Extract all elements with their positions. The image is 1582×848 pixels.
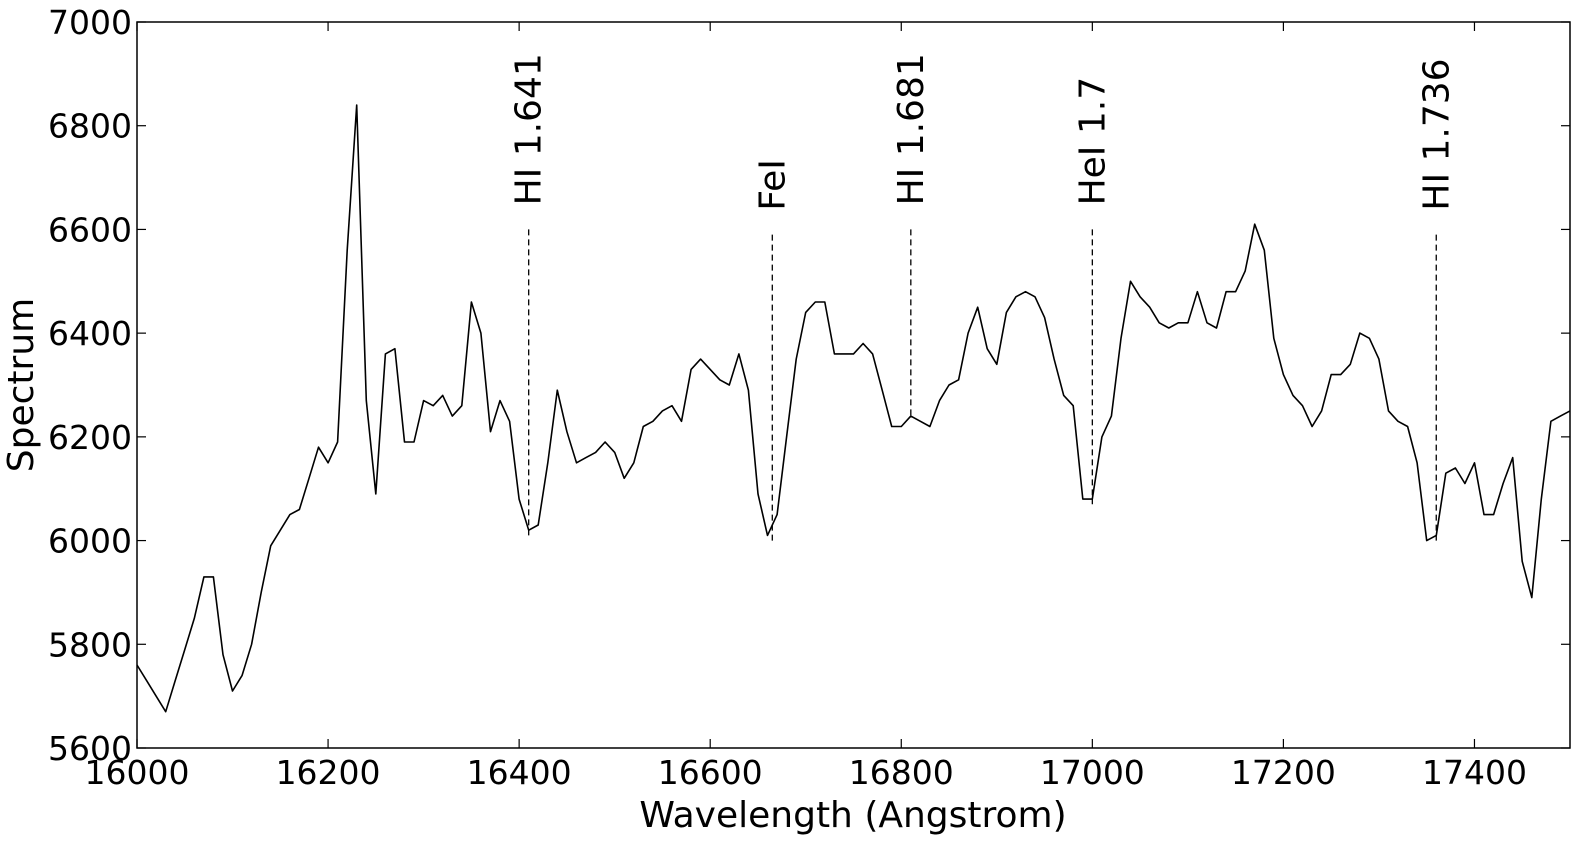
x-tick-label: 17000 bbox=[1040, 753, 1145, 792]
x-tick-label: 16400 bbox=[467, 753, 572, 792]
plot-frame bbox=[136, 21, 1571, 749]
spectrum-line bbox=[136, 104, 1571, 713]
annotation-label: HI 1.736 bbox=[1416, 58, 1457, 210]
plot-background bbox=[137, 22, 1570, 748]
y-tick-label: 5800 bbox=[48, 625, 132, 664]
y-tick-label: 6800 bbox=[48, 107, 132, 146]
annotation-label: FeI bbox=[752, 159, 793, 211]
x-axis: 16000 16200 16400 16600 16800 17000 17200 17400 bbox=[85, 22, 1527, 792]
y-tick-label: 6400 bbox=[48, 314, 132, 353]
x-tick-label: 16200 bbox=[276, 753, 381, 792]
x-tick-label: 17400 bbox=[1422, 753, 1527, 792]
y-tick-label: 5600 bbox=[48, 729, 132, 768]
y-tick-label: 6200 bbox=[48, 418, 132, 457]
x-axis-title: Wavelength (Angstrom) bbox=[639, 795, 1066, 836]
annotation-label: HI 1.681 bbox=[891, 53, 932, 205]
y-axis-title: Spectrum bbox=[1, 298, 42, 472]
x-tick-label: 16800 bbox=[849, 753, 954, 792]
x-tick-label: 16000 bbox=[85, 753, 190, 792]
annotation-label: HeI 1.7 bbox=[1072, 77, 1113, 206]
y-tick-label: 6000 bbox=[48, 522, 132, 561]
annotation-label: HI 1.641 bbox=[509, 53, 550, 205]
y-tick-label: 7000 bbox=[48, 3, 132, 42]
x-tick-label: 16600 bbox=[658, 753, 763, 792]
line-annotations: HI 1.641 FeI HI 1.681 HeI 1.7 HI 1.736 bbox=[509, 53, 1457, 541]
y-axis: 5600 5800 6000 6200 6400 6600 6800 7000 bbox=[48, 3, 1570, 768]
x-tick-label: 17200 bbox=[1231, 753, 1336, 792]
y-tick-label: 6600 bbox=[48, 210, 132, 249]
